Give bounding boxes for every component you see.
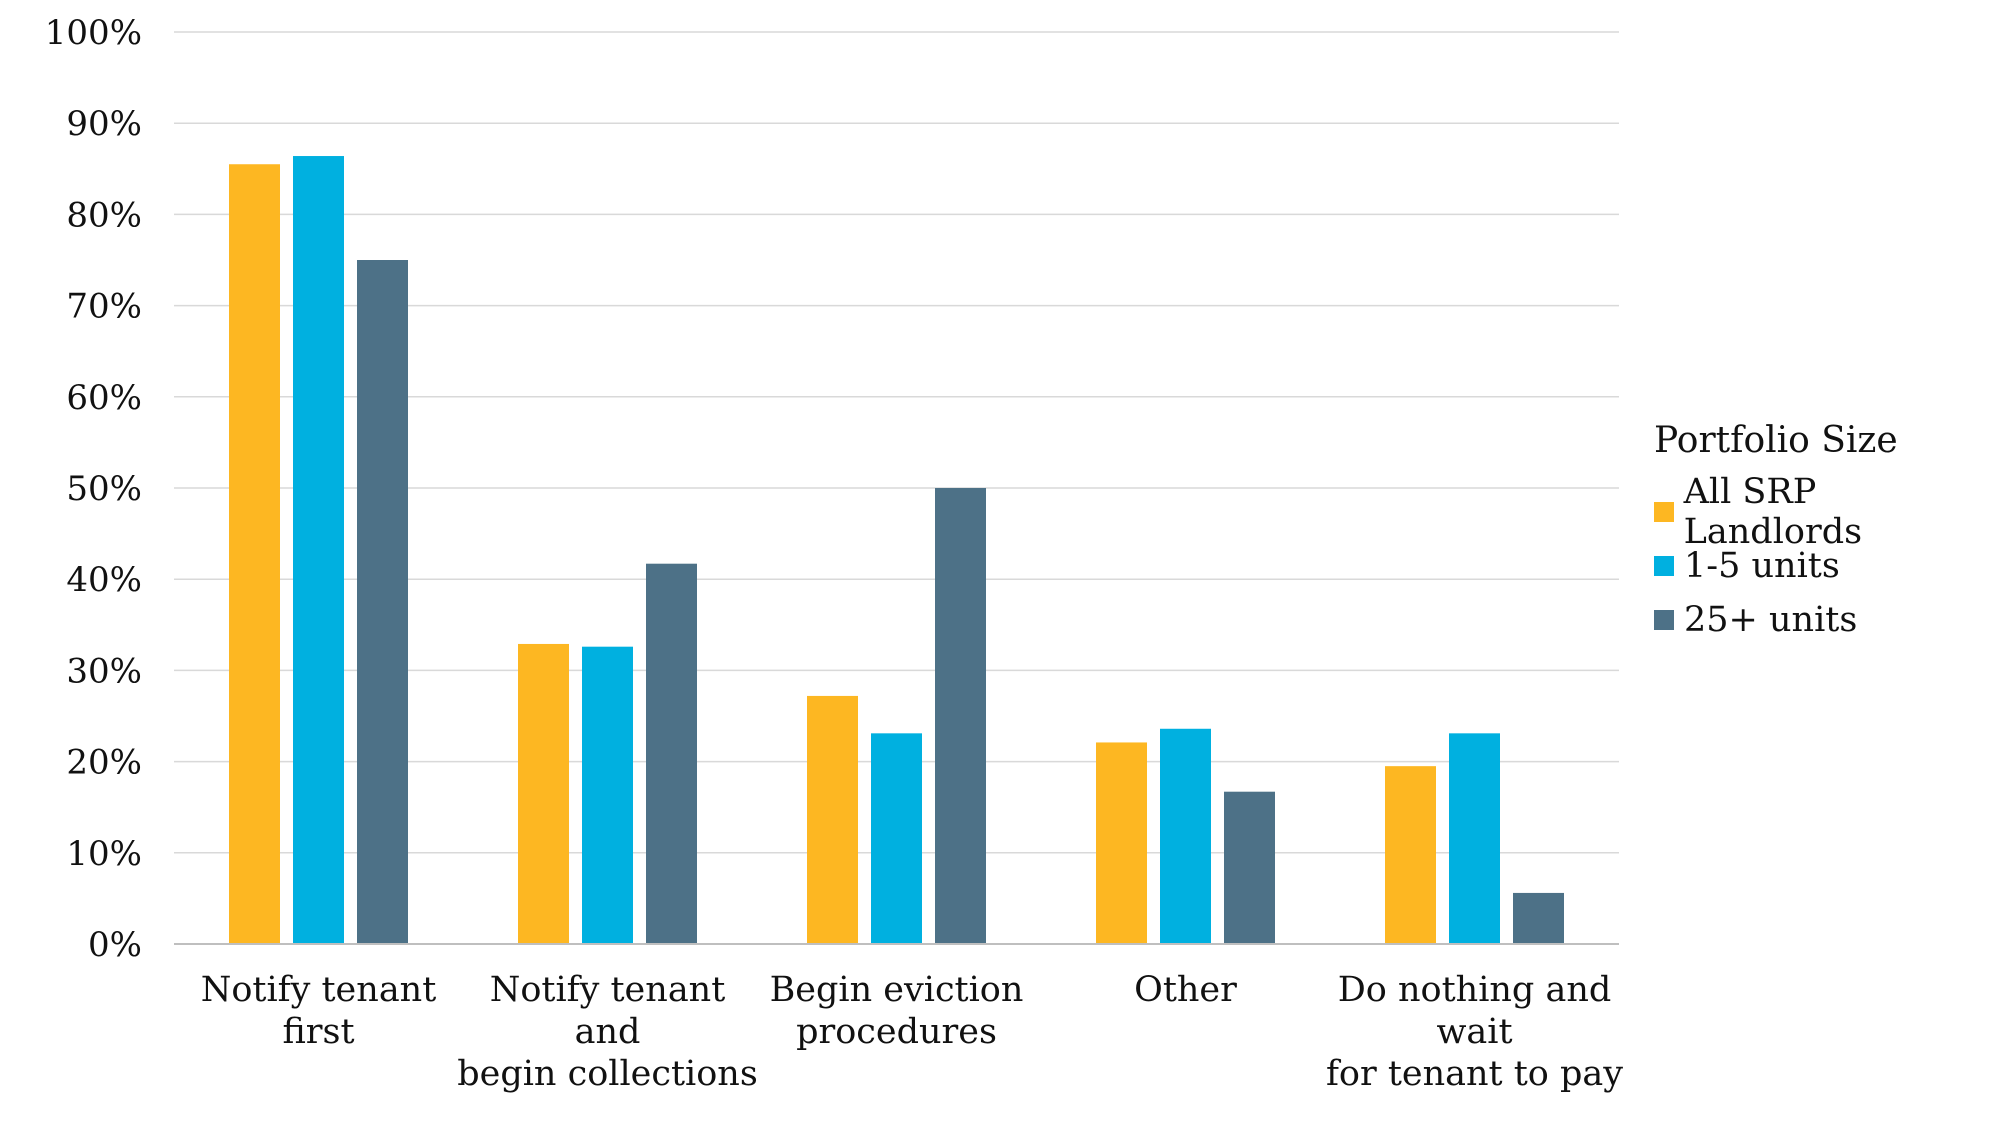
x-category-label-line: procedures (796, 1012, 997, 1052)
x-category-label-line: Other (1134, 970, 1237, 1010)
x-category-label-line: Do nothing and (1338, 970, 1612, 1010)
x-category-label: Other (1134, 970, 1237, 1010)
legend-item-all-srp-landlords: All SRP Landlords (1654, 472, 2000, 552)
bar (1513, 892, 1564, 944)
bar (1385, 766, 1436, 944)
y-tick-label: 0% (88, 925, 142, 965)
legend-label: 25+ units (1684, 600, 1858, 640)
bar (1449, 733, 1500, 944)
bar (871, 733, 922, 944)
bars (229, 156, 1564, 945)
y-tick-label: 20% (66, 743, 142, 783)
y-tick-label: 40% (66, 560, 142, 600)
bar (935, 488, 986, 944)
x-category-label-line: and (575, 1012, 641, 1052)
bar (1224, 791, 1275, 944)
legend-swatch (1654, 502, 1674, 522)
x-category-label-line: wait (1436, 1012, 1512, 1052)
y-tick-label: 50% (66, 469, 142, 509)
y-tick-label: 100% (45, 13, 142, 53)
legend-swatch (1654, 556, 1674, 576)
bar (1096, 742, 1147, 944)
legend-item-25-plus-units: 25+ units (1654, 593, 2000, 647)
x-category-label-line: Notify tenant (201, 970, 437, 1010)
y-axis-labels: 0% 10% 20% 30% 40% 50% 60% 70% 80% 90% 100% (45, 13, 142, 965)
x-category-label-line: for tenant to pay (1326, 1054, 1623, 1094)
legend-title: Portfolio Size (1654, 420, 1898, 461)
y-tick-label: 60% (66, 378, 142, 418)
bar (646, 563, 697, 944)
x-category-label-line: Begin eviction (770, 970, 1024, 1010)
legend-swatch (1654, 610, 1674, 630)
legend-label: 1-5 units (1684, 546, 1840, 586)
y-tick-label: 90% (66, 104, 142, 144)
y-tick-label: 30% (66, 651, 142, 691)
y-tick-label: 70% (66, 287, 142, 327)
bar (582, 646, 633, 944)
bar (1160, 728, 1211, 944)
bar (518, 643, 569, 944)
legend: Portfolio Size All SRP Landlords 1-5 uni… (1654, 420, 2000, 647)
bar (357, 260, 408, 944)
x-category-label: Notify tenant first (201, 970, 437, 1052)
legend-item-1-5-units: 1-5 units (1654, 539, 2000, 593)
bar (293, 156, 344, 945)
y-tick-label: 80% (66, 195, 142, 235)
gridlines (174, 31, 1619, 854)
x-category-label: Notify tenant and begin collections (457, 970, 758, 1094)
x-category-label-line: first (282, 1012, 354, 1052)
bar (229, 164, 280, 945)
y-tick-label: 10% (66, 834, 142, 874)
x-category-label: Do nothing and wait for tenant to pay (1326, 970, 1623, 1094)
x-category-label: Begin eviction procedures (770, 970, 1024, 1052)
bar (807, 695, 858, 944)
legend-label: All SRP Landlords (1683, 472, 1863, 552)
x-category-label-line: begin collections (457, 1054, 758, 1094)
x-category-label-line: Notify tenant (490, 970, 726, 1010)
